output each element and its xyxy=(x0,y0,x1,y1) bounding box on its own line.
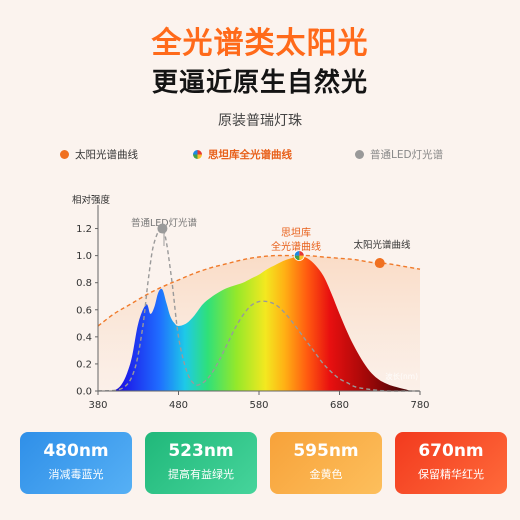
card-wavelength: 480nm xyxy=(43,441,109,461)
legend-led: 普通LED灯光谱 xyxy=(355,147,443,162)
card-desc: 金黄色 xyxy=(309,468,343,481)
y-tick-label: 0.2 xyxy=(76,359,92,370)
gray-dot-icon xyxy=(355,150,364,159)
x-tick-label: 480 xyxy=(169,400,188,411)
x-tick-label: 580 xyxy=(249,400,268,411)
sun-marker-dot xyxy=(374,258,385,269)
sun-curve xyxy=(97,254,421,327)
y-tick-label: 1.0 xyxy=(76,251,92,262)
full-annotation-line1: 思坦库 xyxy=(281,226,311,239)
card-wavelength: 523nm xyxy=(168,441,234,461)
card-desc: 消减毒蓝光 xyxy=(48,468,104,481)
x-tick-label: 780 xyxy=(410,400,429,411)
sun-annotation: 太阳光谱曲线 xyxy=(353,239,411,251)
spectrum-chart: 380 480 580 680 780 0.0 0.2 0.4 0.6 0.8 1.0 1.2 相对强度… xyxy=(72,194,430,411)
card-480nm: 480nm 消减毒蓝光 xyxy=(20,432,132,494)
legend-led-label: 普通LED灯光谱 xyxy=(370,149,444,161)
card-desc: 提高有益绿光 xyxy=(168,468,234,481)
y-tick-label: 0.6 xyxy=(76,305,92,316)
legend-sun-label: 太阳光谱曲线 xyxy=(75,149,138,161)
legend-sun: 太阳光谱曲线 xyxy=(60,147,138,162)
led-annotation: 普通LED灯光谱 xyxy=(131,217,198,229)
y-tick-label: 0.4 xyxy=(76,332,92,343)
full-annotation-line2: 全光谱曲线 xyxy=(271,240,321,253)
legend-full-label: 思坦库全光谱曲线 xyxy=(208,149,292,161)
card-670nm: 670nm 保留精华红光 xyxy=(395,432,507,494)
card-wavelength: 670nm xyxy=(418,441,484,461)
card-desc: 保留精华红光 xyxy=(418,468,484,481)
card-523nm: 523nm 提高有益绿光 xyxy=(145,432,257,494)
y-axis-label: 相对强度 xyxy=(72,194,111,206)
legend-full: 思坦库全光谱曲线 xyxy=(193,147,292,162)
card-595nm: 595nm 金黄色 xyxy=(270,432,382,494)
y-tick-label: 0.0 xyxy=(76,387,92,398)
full-spectrum-area xyxy=(98,255,412,392)
led-curve xyxy=(97,226,420,392)
rgb-peak-dot-ring xyxy=(293,250,305,262)
main-title: 全光谱类太阳光 xyxy=(151,26,369,61)
orange-dot-icon xyxy=(60,150,69,159)
led-peak-dot xyxy=(157,223,168,234)
caption: 原装普瑞灯珠 xyxy=(218,113,302,129)
sub-title: 更逼近原生自然光 xyxy=(151,68,368,98)
x-tick-label: 380 xyxy=(88,400,107,411)
wavelength-label: 波长(nm) xyxy=(385,371,418,381)
rgb-color-dot-icon xyxy=(193,150,202,159)
x-tick-label: 680 xyxy=(330,400,349,411)
y-tick-label: 1.2 xyxy=(76,224,92,235)
card-wavelength: 595nm xyxy=(293,441,359,461)
rgb-peak-dot-segment xyxy=(299,250,305,256)
rgb-peak-dot-segment xyxy=(294,255,300,261)
y-tick-label: 0.8 xyxy=(76,278,92,289)
rgb-peak-dot-segment xyxy=(294,250,300,256)
rgb-peak-dot-segment xyxy=(299,255,305,261)
